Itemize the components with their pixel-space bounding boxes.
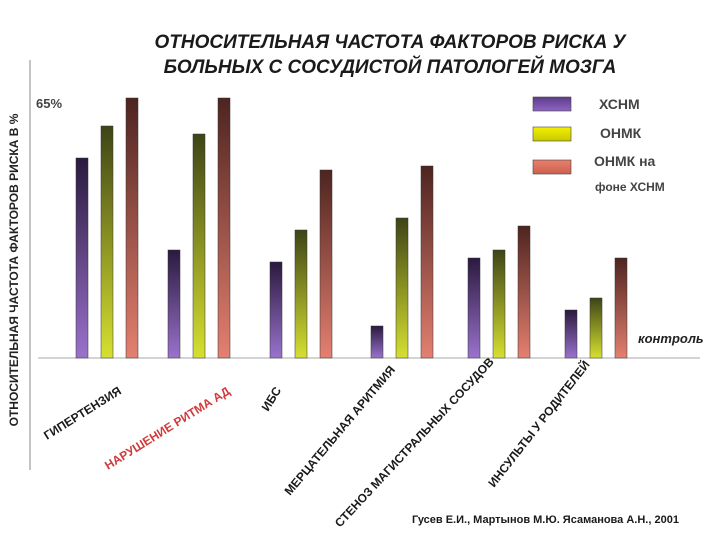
bar-5-0 xyxy=(564,309,578,359)
bars-group xyxy=(75,97,628,359)
bar-5-1 xyxy=(589,297,603,359)
bar-3-0 xyxy=(370,325,384,359)
bar-1-2 xyxy=(217,97,231,359)
bar-4-1 xyxy=(492,249,506,359)
bar-0-1 xyxy=(100,125,114,359)
legend-label-onmk-xsnm-2: фоне ХСНМ xyxy=(595,180,665,194)
source-citation: Гусев Е.И., Мартынов М.Ю. Ясаманова А.Н.… xyxy=(412,514,679,526)
category-label-0: ГИПЕРТЕНЗИЯ xyxy=(41,384,124,443)
bar-0-0 xyxy=(75,157,89,359)
legend-label-onmk-xsnm-1: ОНМК на xyxy=(594,153,656,169)
bar-2-2 xyxy=(319,169,333,359)
chart-title-line1: ОТНОСИТЕЛЬНАЯ ЧАСТОТА ФАКТОРОВ РИСКА У xyxy=(154,32,627,53)
bar-3-1 xyxy=(395,217,409,359)
category-label-2: ИБС xyxy=(259,384,285,414)
bar-4-0 xyxy=(467,257,481,359)
legend-swatch-xsnm xyxy=(532,96,572,112)
y-axis-label: ОТНОСИТЕЛЬНАЯ ЧАСТОТА ФАКТОРОВ РИСКА В % xyxy=(7,113,21,426)
legend-label-xsnm: ХСНМ xyxy=(599,96,640,112)
legend-swatch-onmk-xsnm xyxy=(532,159,572,175)
control-annotation: контроль xyxy=(638,331,704,346)
chart-title-line2: БОЛЬНЫХ С СОСУДИСТОЙ ПАТОЛОГЕЙ МОЗГА xyxy=(164,56,617,78)
bar-0-2 xyxy=(125,97,139,359)
bar-4-2 xyxy=(517,225,531,359)
bar-2-0 xyxy=(269,261,283,359)
legend: ХСНМ ОНМК ОНМК на фоне ХСНМ xyxy=(532,96,665,194)
category-labels: ГИПЕРТЕНЗИЯ НАРУШЕНИЕ РИТМА АД ИБС МЕРЦА… xyxy=(41,355,593,530)
bar-2-1 xyxy=(294,229,308,359)
legend-label-onmk: ОНМК xyxy=(600,125,642,141)
y-max-label: 65% xyxy=(36,96,62,111)
category-label-5: ИНСУЛЬТЫ У РОДИТЕЛЕЙ xyxy=(485,357,593,490)
bar-1-1 xyxy=(192,133,206,359)
bar-5-2 xyxy=(614,257,628,359)
bar-3-2 xyxy=(420,165,434,359)
legend-swatch-onmk xyxy=(532,126,572,142)
category-label-4: СТЕНОЗ МАГИСТРАЛЬНЫХ СОСУДОВ xyxy=(332,355,497,530)
category-label-1: НАРУШЕНИЕ РИТМА АД xyxy=(102,384,233,473)
bar-1-0 xyxy=(167,249,181,359)
